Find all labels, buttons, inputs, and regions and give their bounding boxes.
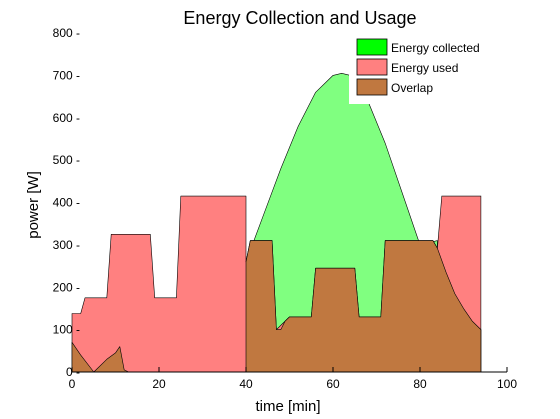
y-tick-label: 500 -: [53, 153, 80, 167]
y-ticks: 0 - 100 - 200 - 300 - 400 - 500 - 600 - 700 - 80…: [53, 26, 80, 379]
x-tick-label: 0: [69, 377, 76, 391]
x-tick-label: 60: [326, 377, 340, 391]
x-tick-label: 100: [497, 377, 517, 391]
y-tick-label: 700 -: [53, 68, 80, 82]
y-tick-label: 400 -: [53, 196, 80, 210]
x-tick-label: 40: [239, 377, 253, 391]
y-tick-label: 800 -: [53, 26, 80, 40]
y-tick-label: 0 -: [66, 365, 80, 379]
series-area-overlap: [71, 240, 482, 373]
x-ticks: 0 20 40 60 80 100: [69, 367, 517, 391]
x-tick-label: 20: [152, 377, 166, 391]
chart-title: Energy Collection and Usage: [183, 8, 416, 28]
legend: Energy collected Energy used Overlap: [349, 34, 500, 104]
x-tick-label: 80: [413, 377, 427, 391]
legend-label-energy-used: Energy used: [391, 61, 458, 75]
y-tick-label: 600 -: [53, 111, 80, 125]
y-tick-label: 300 -: [53, 238, 80, 252]
legend-swatch-energy-collected: [356, 38, 388, 56]
legend-label-energy-collected: Energy collected: [391, 41, 480, 55]
y-axis-label: power [W]: [25, 171, 42, 239]
y-tick-label: 200 -: [53, 280, 80, 294]
y-tick-label: 100 -: [53, 323, 80, 337]
legend-label-overlap: Overlap: [391, 81, 433, 95]
x-axis-label: time [min]: [255, 398, 320, 415]
legend-swatch-overlap: [356, 78, 388, 96]
legend-swatch-energy-used: [356, 58, 388, 76]
plot-area: [71, 73, 482, 373]
